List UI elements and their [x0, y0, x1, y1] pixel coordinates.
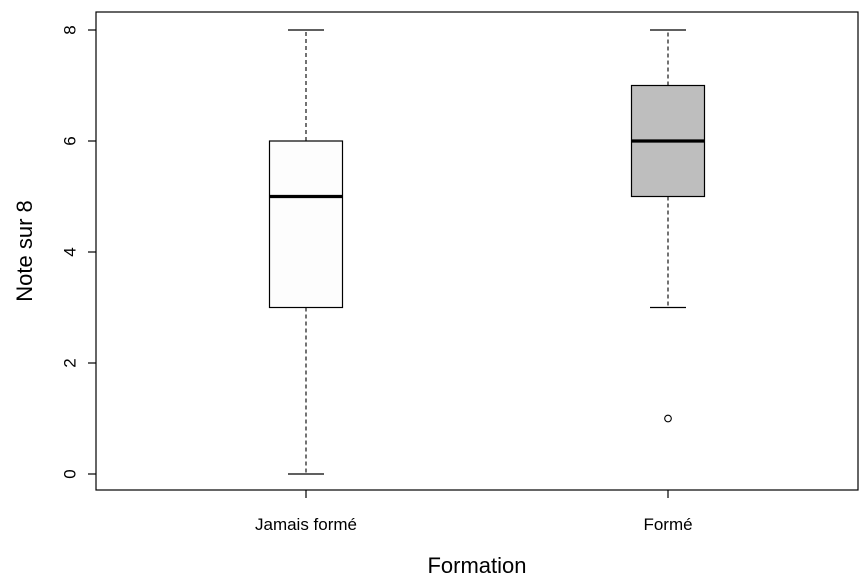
plot-frame	[95, 11, 859, 491]
x-category-label: Formé	[643, 515, 692, 534]
x-axis: Jamais formé Formé	[255, 490, 693, 534]
y-tick-label: 0	[61, 469, 80, 478]
box-group	[630, 29, 706, 423]
boxes-layer	[268, 29, 706, 475]
y-tick-label: 2	[61, 358, 80, 367]
box-iqr	[268, 140, 344, 309]
x-category-label: Jamais formé	[255, 515, 357, 534]
y-tick-label: 4	[61, 247, 80, 256]
y-tick-label: 6	[61, 136, 80, 145]
y-tick-label: 8	[61, 25, 80, 34]
y-axis-label: Note sur 8	[12, 200, 37, 302]
x-axis-label: Formation	[427, 553, 526, 577]
outlier-point	[664, 414, 672, 423]
box-group	[268, 29, 344, 475]
y-axis: 0 2 4 6 8	[61, 25, 96, 479]
